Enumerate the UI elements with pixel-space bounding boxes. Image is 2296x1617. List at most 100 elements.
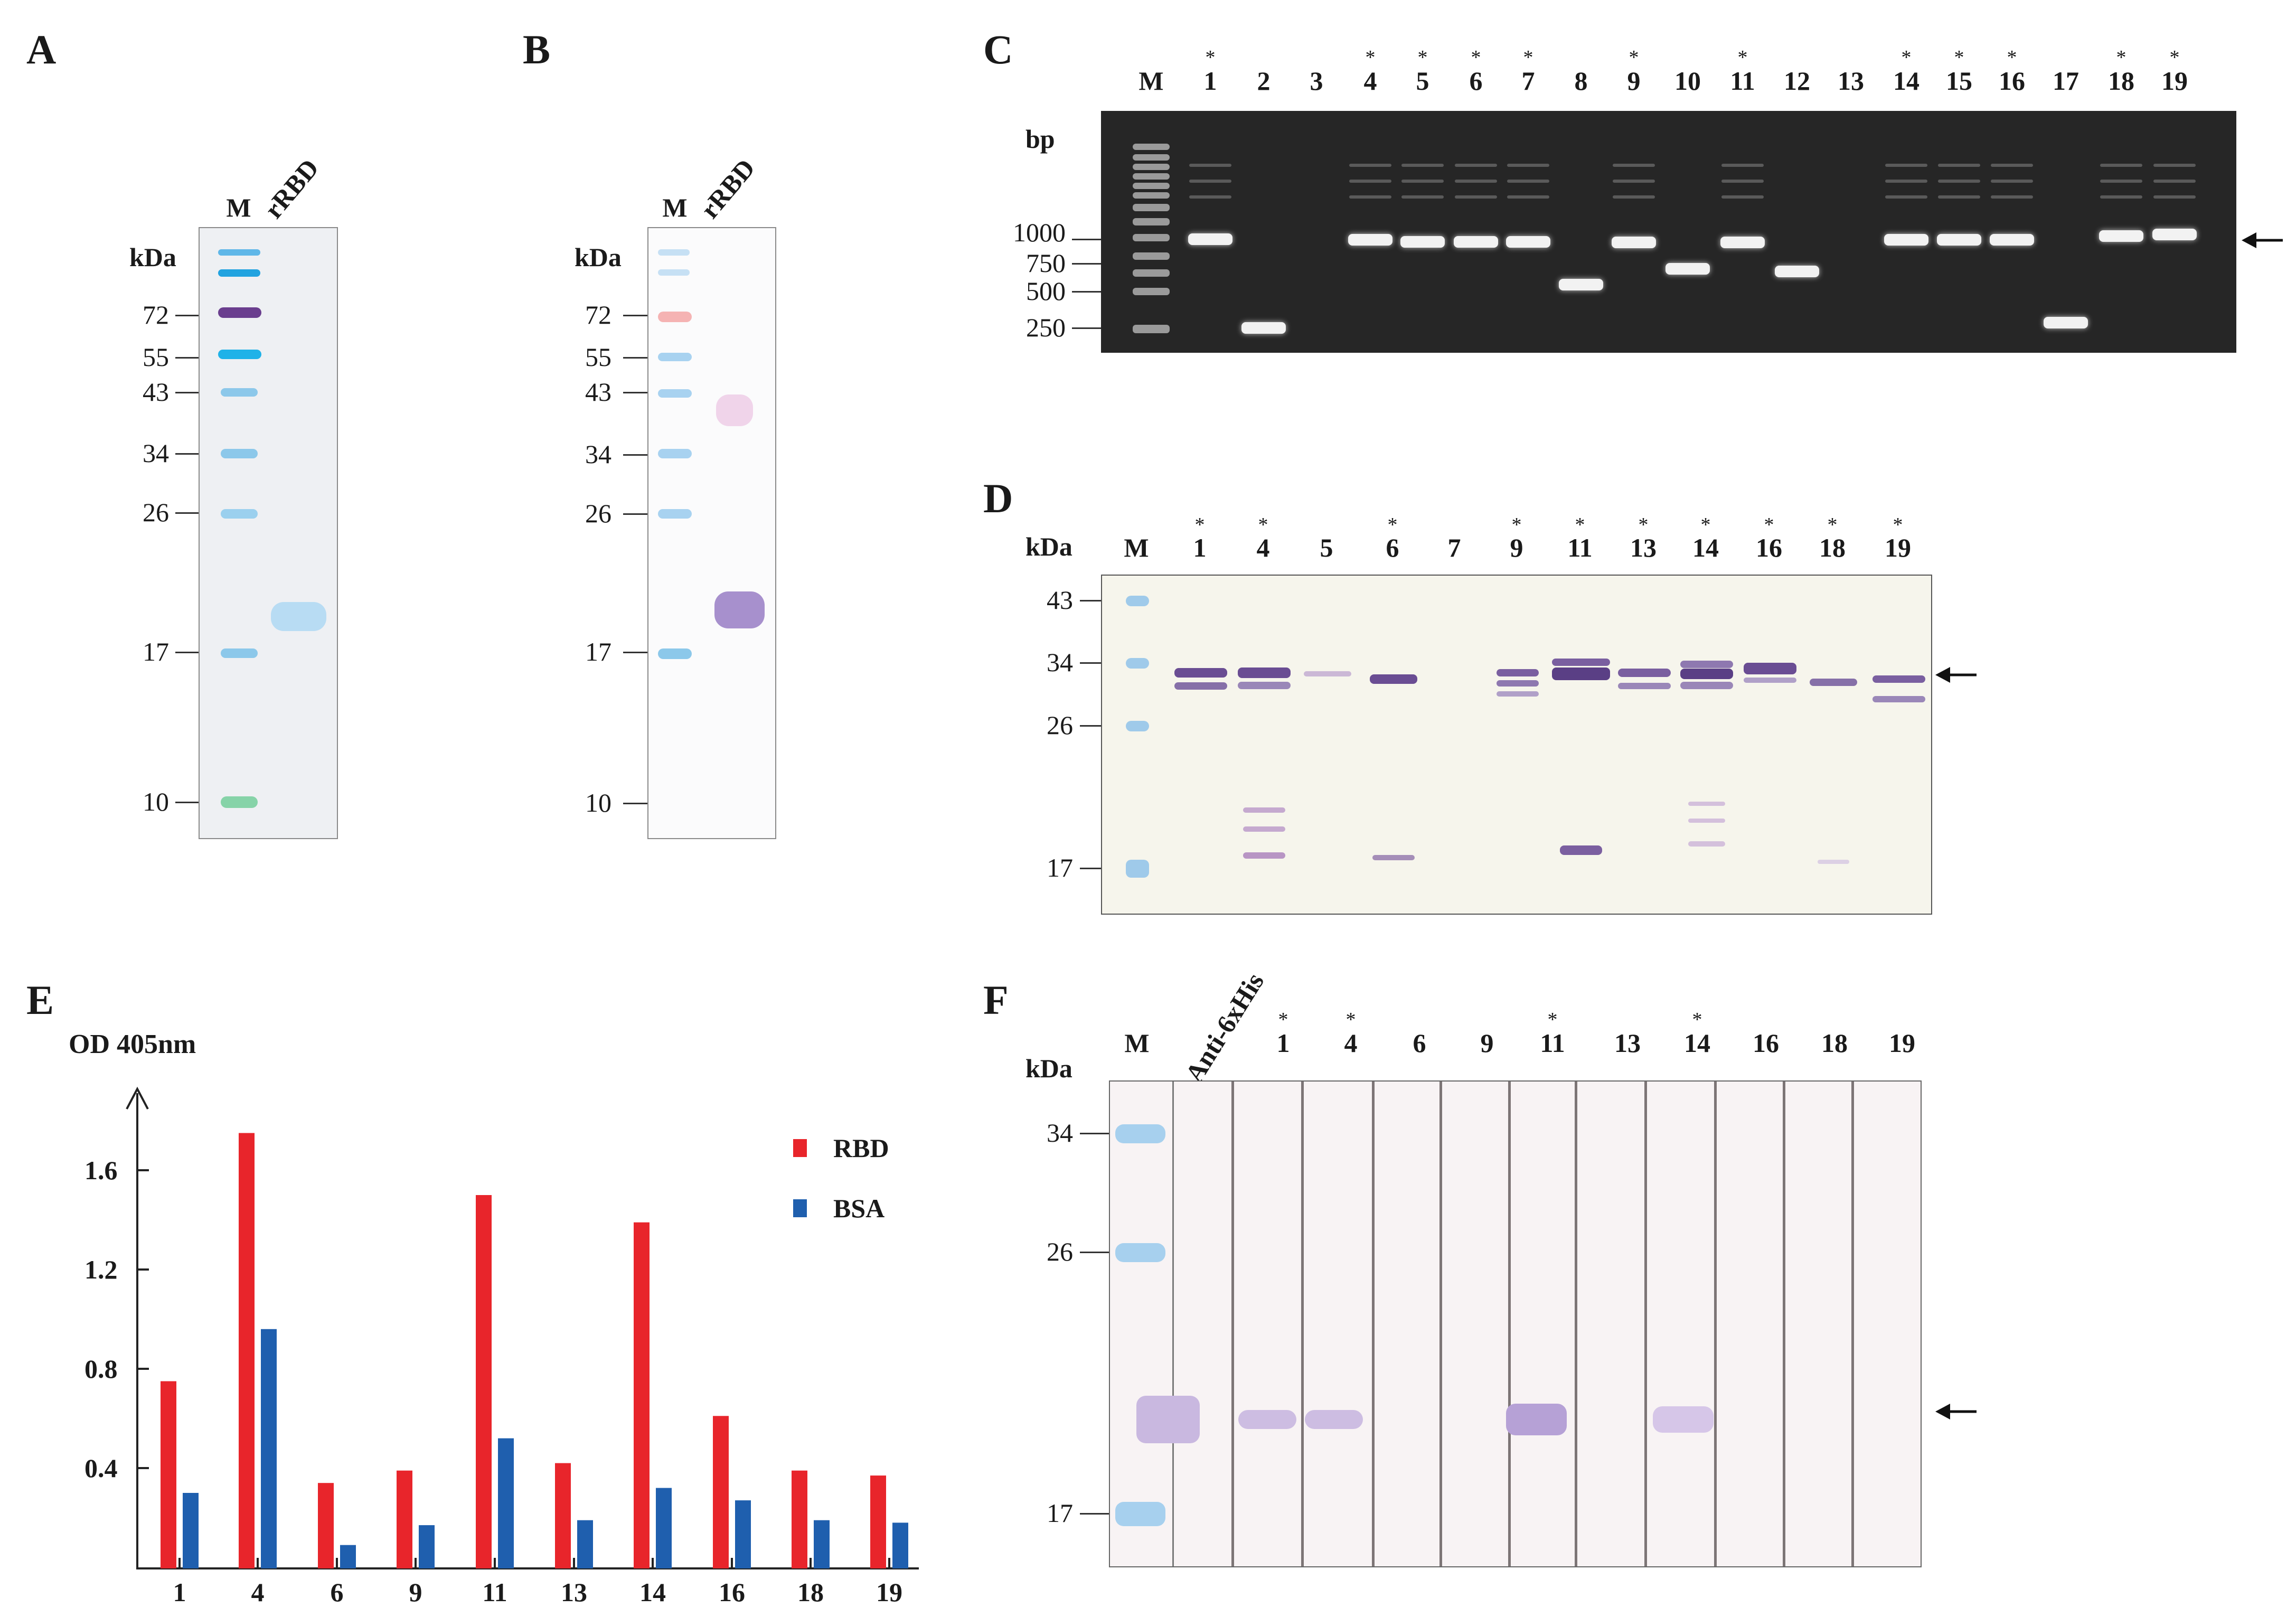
dna-band bbox=[2152, 229, 2197, 240]
legend-swatch-bsa bbox=[793, 1199, 807, 1217]
lane-star: * bbox=[2116, 46, 2126, 69]
protein-band bbox=[1497, 680, 1539, 687]
ladder-band bbox=[658, 389, 692, 398]
bar-bsa bbox=[261, 1329, 277, 1568]
ladder-band bbox=[1126, 721, 1149, 731]
lane-star: * bbox=[1547, 1009, 1558, 1031]
marker-label-b-10: 10 bbox=[585, 788, 611, 817]
marker-label-b-72: 72 bbox=[585, 300, 611, 330]
faint-band bbox=[1938, 195, 1980, 199]
legend-swatch-rbd bbox=[793, 1139, 807, 1157]
lane-label-c: 1 bbox=[1203, 66, 1217, 96]
x-tick-label: 14 bbox=[639, 1577, 666, 1607]
marker-label-a-17: 17 bbox=[143, 637, 169, 666]
panel-label-f: F bbox=[983, 977, 1009, 1023]
faint-band bbox=[1189, 180, 1231, 183]
y-tick-label: 0.4 bbox=[84, 1453, 118, 1483]
ladder-band bbox=[1126, 658, 1149, 669]
lane-label-c: 11 bbox=[1730, 66, 1755, 96]
marker-tick bbox=[175, 652, 199, 653]
dna-band bbox=[1241, 322, 1286, 334]
lane-label-c: 7 bbox=[1521, 66, 1535, 96]
ladder-band bbox=[1133, 288, 1170, 295]
lane-label-d: M bbox=[1124, 533, 1149, 562]
marker-tick bbox=[1072, 239, 1101, 240]
y-tick-label: 1.6 bbox=[84, 1155, 118, 1185]
lane-star: * bbox=[1638, 514, 1649, 536]
protein-band bbox=[1872, 696, 1925, 702]
ladder-band bbox=[1126, 596, 1149, 606]
lane-star: * bbox=[1764, 514, 1774, 536]
lane-label-c: 16 bbox=[1999, 66, 2025, 96]
ladder-band bbox=[658, 449, 692, 458]
bar-rbd bbox=[713, 1416, 729, 1568]
lane-star: * bbox=[1278, 1009, 1288, 1031]
lane-label-f: 6 bbox=[1413, 1028, 1426, 1058]
faint-band bbox=[1613, 164, 1655, 167]
marker-label-b-43: 43 bbox=[585, 377, 611, 407]
bar-bsa bbox=[340, 1545, 356, 1568]
lane-label-d: 13 bbox=[1630, 533, 1657, 562]
lane-label-c: 6 bbox=[1469, 66, 1483, 96]
ladder-band bbox=[658, 509, 692, 519]
lane-label-f: 13 bbox=[1614, 1028, 1641, 1058]
ladder-band bbox=[1126, 860, 1149, 878]
bar-bsa bbox=[735, 1500, 751, 1568]
kda-label-f: kDa bbox=[1025, 1054, 1072, 1083]
panel-label-d: D bbox=[983, 475, 1013, 521]
protein-band bbox=[1810, 679, 1857, 686]
dna-band bbox=[1188, 233, 1232, 245]
lane-label-f: 16 bbox=[1753, 1028, 1779, 1058]
faint-band bbox=[1991, 195, 2033, 199]
strip-divider bbox=[1644, 1082, 1647, 1566]
marker-tick bbox=[1080, 662, 1101, 664]
dna-band bbox=[1665, 263, 1710, 275]
protein-band bbox=[1305, 1410, 1363, 1429]
faint-band bbox=[1401, 195, 1444, 199]
faint-band bbox=[1721, 180, 1764, 183]
lane-label-f: 11 bbox=[1540, 1028, 1565, 1058]
ladder-band bbox=[658, 269, 690, 276]
ladder-band bbox=[658, 249, 690, 256]
arrow-left-icon bbox=[1935, 667, 1977, 683]
strip-divider bbox=[1372, 1082, 1375, 1566]
lane-label-d: 19 bbox=[1885, 533, 1911, 562]
marker-label-b-34: 34 bbox=[585, 439, 611, 469]
protein-band bbox=[1744, 663, 1796, 674]
lane-star: * bbox=[1523, 46, 1533, 69]
bar-rbd bbox=[870, 1475, 886, 1568]
x-tick-label: 16 bbox=[719, 1577, 745, 1607]
bar-rbd bbox=[634, 1222, 650, 1568]
lane-label-c: 2 bbox=[1257, 66, 1271, 96]
bar-rbd bbox=[239, 1133, 255, 1568]
protein-band bbox=[1243, 826, 1285, 832]
protein-band bbox=[1238, 1410, 1296, 1429]
bar-bsa bbox=[892, 1522, 908, 1568]
lane-label-f: 4 bbox=[1344, 1028, 1358, 1058]
marker-tick bbox=[1072, 263, 1101, 265]
faint-band bbox=[1401, 164, 1444, 167]
faint-band bbox=[1885, 180, 1927, 183]
marker-label-b-26: 26 bbox=[585, 499, 611, 528]
lane-label-a-m: M bbox=[226, 193, 251, 222]
lane-label-c: 19 bbox=[2161, 66, 2188, 96]
lane-star: * bbox=[1692, 1009, 1702, 1031]
lane-star: * bbox=[1901, 46, 1912, 69]
protein-band bbox=[1505, 1404, 1567, 1435]
faint-band bbox=[1455, 164, 1497, 167]
marker-tick bbox=[1080, 1252, 1109, 1253]
lane-star: * bbox=[2007, 46, 2017, 69]
ladder-band bbox=[1115, 1243, 1165, 1262]
ladder-band bbox=[218, 350, 261, 359]
ladder-band bbox=[1133, 192, 1170, 199]
lane-label-d: 4 bbox=[1256, 533, 1270, 562]
strip-divider bbox=[1172, 1082, 1174, 1566]
lane-label-c: 3 bbox=[1310, 66, 1323, 96]
protein-band bbox=[1370, 674, 1417, 684]
lane-label-b-m: M bbox=[662, 193, 688, 222]
marker-tick bbox=[175, 453, 199, 455]
lane-star: * bbox=[1827, 514, 1838, 536]
lane-label-d: 5 bbox=[1320, 533, 1333, 562]
faint-band bbox=[1613, 195, 1655, 199]
lane-label-f: 14 bbox=[1684, 1028, 1710, 1058]
